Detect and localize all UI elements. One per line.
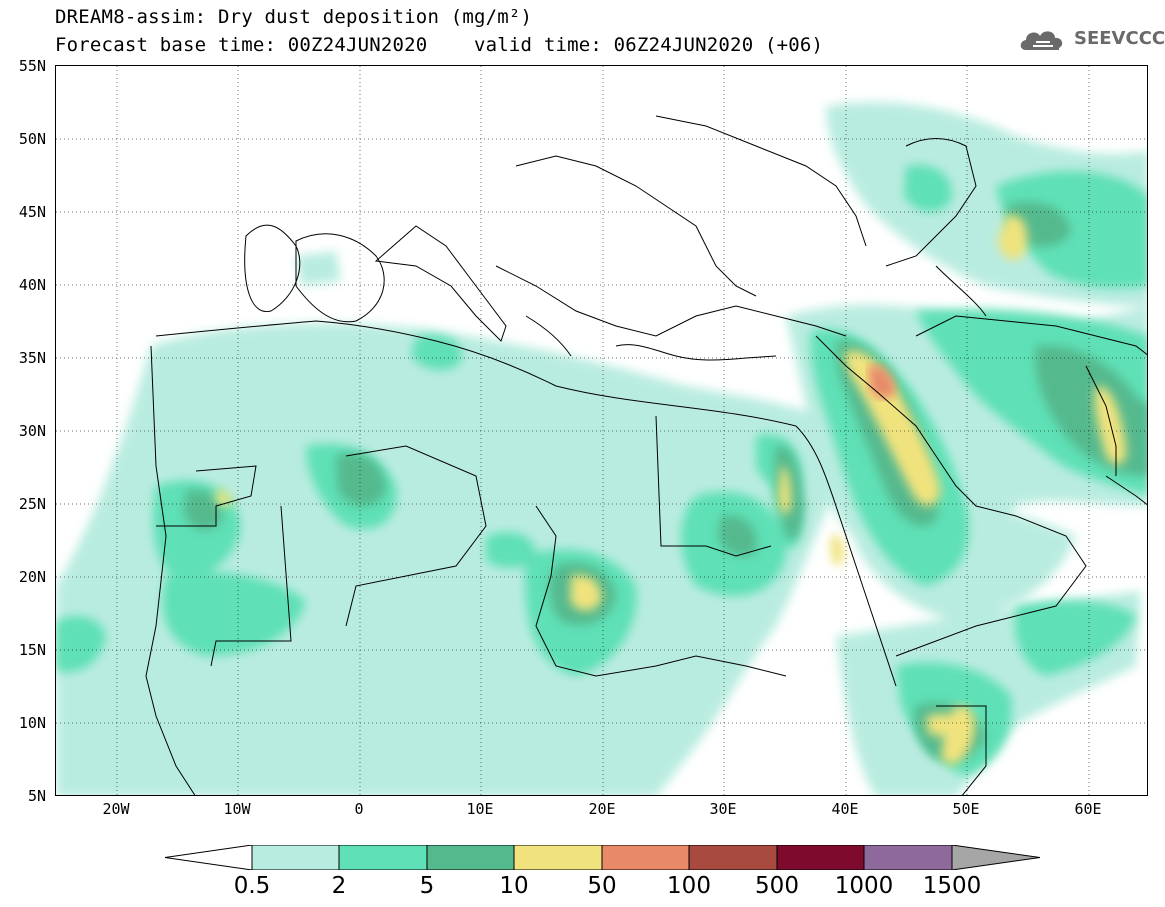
lon-label-0: 0 bbox=[354, 800, 364, 818]
cloud-icon bbox=[1020, 31, 1063, 50]
legend-label-500: 500 bbox=[755, 873, 799, 899]
colorbar-segment-5 bbox=[601, 845, 690, 870]
country-borders bbox=[145, 115, 1147, 795]
lon-label-20w: 20W bbox=[102, 800, 130, 818]
legend-label-1500: 1500 bbox=[922, 873, 982, 899]
logo-text: SEEVCCC bbox=[1074, 28, 1165, 49]
lat-label-5n: 5N bbox=[27, 787, 46, 805]
lat-label-15n: 15N bbox=[18, 641, 46, 659]
lat-label-25n: 25N bbox=[18, 495, 46, 513]
colorbar-segment-8 bbox=[863, 845, 953, 870]
lon-label-40e: 40E bbox=[831, 800, 859, 818]
map-title: DREAM8-assim: Dry dust deposition (mg/m²… bbox=[55, 6, 533, 28]
forecast-time-line: Forecast base time: 00Z24JUN2020 valid t… bbox=[55, 34, 824, 56]
colorbar-segment-above bbox=[951, 845, 1040, 870]
lat-label-40n: 40N bbox=[18, 276, 46, 294]
lat-label-35n: 35N bbox=[18, 349, 46, 367]
lon-label-60e: 60E bbox=[1074, 800, 1102, 818]
legend-label-2: 2 bbox=[331, 873, 347, 899]
colorbar bbox=[165, 845, 1040, 870]
colorbar-segment-7 bbox=[776, 845, 865, 870]
legend-label-1000: 1000 bbox=[834, 873, 894, 899]
lon-label-20e: 20E bbox=[588, 800, 616, 818]
legend-label-10: 10 bbox=[499, 873, 529, 899]
lat-label-45n: 45N bbox=[18, 203, 46, 221]
lat-label-20n: 20N bbox=[18, 568, 46, 586]
colorbar-segment-2 bbox=[338, 845, 428, 870]
lat-label-30n: 30N bbox=[18, 422, 46, 440]
legend-label-100: 100 bbox=[667, 873, 711, 899]
lat-label-10n: 10N bbox=[18, 714, 46, 732]
colorbar-segment-4 bbox=[513, 845, 603, 870]
colorbar-segment-6 bbox=[688, 845, 778, 870]
legend-label-0-5: 0.5 bbox=[233, 873, 271, 899]
legend-label-50: 50 bbox=[587, 873, 617, 899]
lon-label-50e: 50E bbox=[952, 800, 980, 818]
lon-label-10e: 10E bbox=[466, 800, 494, 818]
colorbar-segment-3 bbox=[426, 845, 515, 870]
seevccc-logo: SEEVCCC bbox=[1018, 26, 1165, 54]
lon-label-10w: 10W bbox=[223, 800, 251, 818]
colorbar-segment-below bbox=[165, 845, 253, 870]
lat-label-50n: 50N bbox=[18, 130, 46, 148]
lat-label-55n: 55N bbox=[18, 57, 46, 75]
legend-label-5: 5 bbox=[419, 873, 435, 899]
map-panel bbox=[55, 65, 1148, 796]
dust-deposition-map bbox=[56, 66, 1147, 795]
colorbar-segment-1 bbox=[251, 845, 340, 870]
lon-label-30e: 30E bbox=[709, 800, 737, 818]
